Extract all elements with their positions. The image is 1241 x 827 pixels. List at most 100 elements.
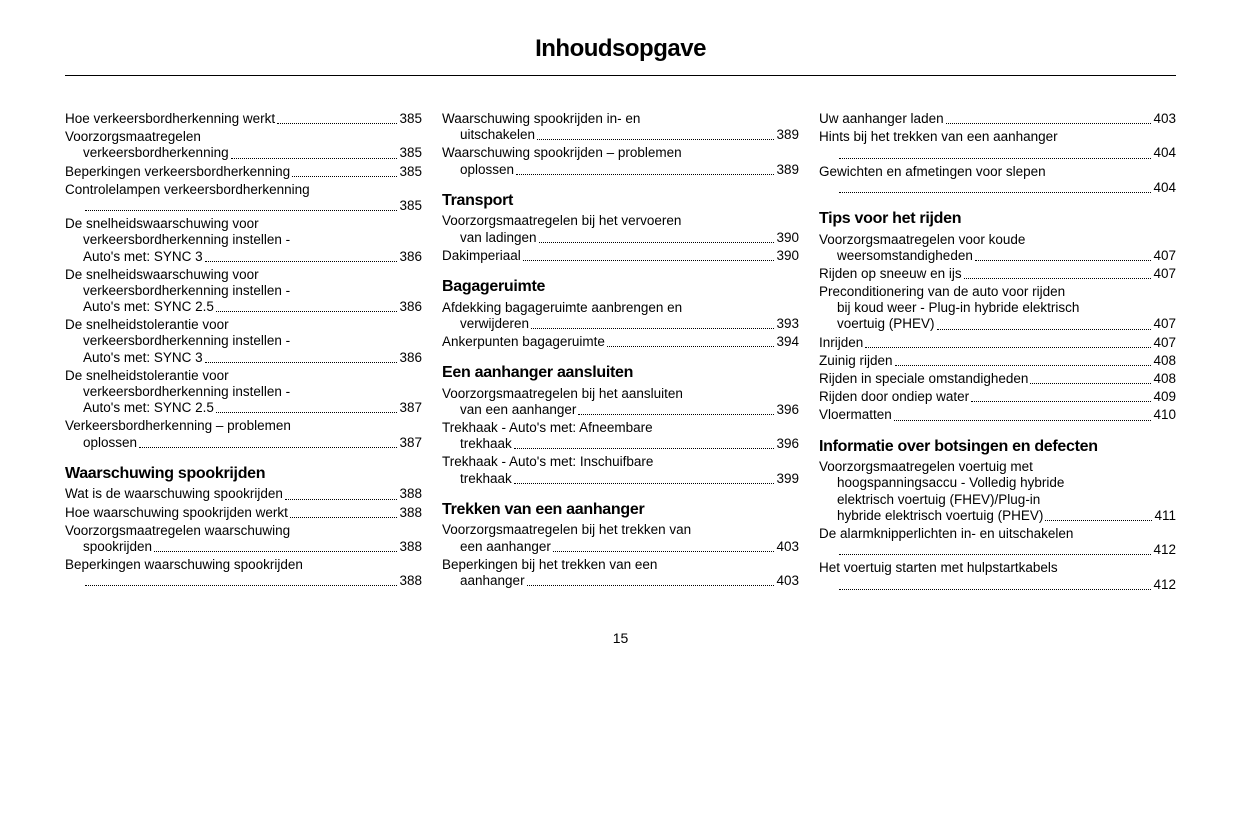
toc-entry: Voorzorgsmaatregelen waarschuwingspookri… <box>65 523 422 555</box>
toc-entry: Beperkingen waarschuwing spookrijden388 <box>65 557 422 589</box>
toc-entry: De snelheidswaarschuwing voorverkeersbor… <box>65 216 422 265</box>
toc-leader <box>216 412 398 413</box>
toc-label-cont: verkeersbordherkenning instellen - <box>65 333 422 349</box>
column-3: Uw aanhanger laden403 Hints bij het trekk… <box>819 111 1176 595</box>
toc-leader <box>205 362 398 363</box>
toc-entry: Verkeersbordherkenning – problemenoploss… <box>65 418 422 450</box>
toc-leader <box>292 176 397 177</box>
section-heading: Informatie over botsingen en defecten <box>819 438 1176 456</box>
toc-page: 403 <box>776 573 799 589</box>
toc-label-cont: van een aanhanger <box>442 402 576 418</box>
toc-label-cont: trekhaak <box>442 436 512 452</box>
toc-section: Voorzorgsmaatregelen bij het vervoerenva… <box>442 213 799 264</box>
toc-label: Waarschuwing spookrijden – problemen <box>442 145 799 161</box>
toc-section: Voorzorgsmaatregelen bij het aansluitenv… <box>442 386 799 487</box>
toc-section: Wat is de waarschuwing spookrijden388Hoe… <box>65 486 422 589</box>
toc-label-cont: verwijderen <box>442 316 529 332</box>
toc-leader <box>839 158 1151 159</box>
toc-page: 393 <box>776 316 799 332</box>
toc-page: 404 <box>1153 180 1176 196</box>
toc-page: 407 <box>1153 266 1176 282</box>
toc-page: 388 <box>399 573 422 589</box>
toc-section: Waarschuwing spookrijden in- enuitschake… <box>442 111 799 178</box>
toc-label: De snelheidstolerantie voor <box>65 317 422 333</box>
toc-label-cont: een aanhanger <box>442 539 551 555</box>
toc-entry: Rijden door ondiep water409 <box>819 389 1176 405</box>
toc-label-cont: voertuig (PHEV) <box>819 316 935 332</box>
toc-page: 385 <box>399 198 422 214</box>
toc-entry: Controlelampen verkeersbordherkenning385 <box>65 182 422 214</box>
toc-entry: Rijden in speciale omstandigheden408 <box>819 371 1176 387</box>
toc-label-cont: spookrijden <box>65 539 152 555</box>
toc-page: 386 <box>399 249 422 265</box>
toc-entry: Voorzorgsmaatregelen bij het vervoerenva… <box>442 213 799 245</box>
toc-section: Afdekking bagageruimte aanbrengen enverw… <box>442 300 799 351</box>
toc-entry: Inrijden407 <box>819 335 1176 351</box>
toc-entry: Voorzorgsmaatregelen bij het trekken van… <box>442 522 799 554</box>
toc-entry: De alarmknipperlichten in- en uitschakel… <box>819 526 1176 558</box>
toc-label: Hints bij het trekken van een aanhanger <box>819 129 1176 145</box>
toc-label: Voorzorgsmaatregelen waarschuwing <box>65 523 422 539</box>
toc-label: De alarmknipperlichten in- en uitschakel… <box>819 526 1176 542</box>
toc-entry: Voorzorgsmaatregelen bij het aansluitenv… <box>442 386 799 418</box>
toc-label-cont: trekhaak <box>442 471 512 487</box>
toc-label-cont: hybride elektrisch voertuig (PHEV) <box>819 508 1043 524</box>
toc-entry: Rijden op sneeuw en ijs407 <box>819 266 1176 282</box>
toc-label: Het voertuig starten met hulpstartkabels <box>819 560 1176 576</box>
toc-label-cont: verkeersbordherkenning instellen - <box>65 232 422 248</box>
toc-leader <box>607 346 775 347</box>
toc-leader <box>1045 520 1152 521</box>
toc-page: 386 <box>399 350 422 366</box>
toc-page: 409 <box>1153 389 1176 405</box>
toc-label: Beperkingen verkeersbordherkenning <box>65 164 290 180</box>
toc-page: 396 <box>776 436 799 452</box>
toc-label: Wat is de waarschuwing spookrijden <box>65 486 283 502</box>
toc-entry: Preconditionering van de auto voor rijde… <box>819 284 1176 333</box>
toc-label: Voorzorgsmaatregelen bij het aansluiten <box>442 386 799 402</box>
toc-page: 387 <box>399 400 422 416</box>
toc-leader <box>85 210 397 211</box>
toc-leader <box>514 483 775 484</box>
toc-label: Rijden in speciale omstandigheden <box>819 371 1028 387</box>
toc-page: 385 <box>399 145 422 161</box>
toc-entry: Hoe verkeersbordherkenning werkt385 <box>65 111 422 127</box>
toc-label: Trekhaak - Auto's met: Afneembare <box>442 420 799 436</box>
toc-leader <box>895 365 1152 366</box>
toc-leader <box>285 499 398 500</box>
toc-section: Hoe verkeersbordherkenning werkt385Voorz… <box>65 111 422 451</box>
toc-entry: Trekhaak - Auto's met: Inschuifbaretrekh… <box>442 454 799 486</box>
toc-page: 394 <box>776 334 799 350</box>
toc-label: Hoe verkeersbordherkenning werkt <box>65 111 275 127</box>
toc-page: 390 <box>776 230 799 246</box>
toc-label: Voorzorgsmaatregelen bij het trekken van <box>442 522 799 538</box>
toc-label: Afdekking bagageruimte aanbrengen en <box>442 300 799 316</box>
toc-entry: Zuinig rijden408 <box>819 353 1176 369</box>
toc-page: 389 <box>776 162 799 178</box>
toc-entry: Uw aanhanger laden403 <box>819 111 1176 127</box>
toc-label-cont: oplossen <box>65 435 137 451</box>
toc-entry: Voorzorgsmaatregelen voertuig methoogspa… <box>819 459 1176 524</box>
toc-leader <box>975 260 1152 261</box>
toc-leader <box>946 123 1152 124</box>
toc-label-cont: hoogspanningsaccu - Volledig hybride <box>819 475 1176 491</box>
toc-page: 407 <box>1153 248 1176 264</box>
toc-section: Voorzorgsmaatregelen bij het trekken van… <box>442 522 799 589</box>
page-title: Inhoudsopgave <box>65 35 1176 76</box>
toc-entry: De snelheidstolerantie voorverkeersbordh… <box>65 317 422 366</box>
toc-page: 390 <box>776 248 799 264</box>
section-heading: Een aanhanger aansluiten <box>442 364 799 382</box>
toc-leader <box>527 585 775 586</box>
toc-label: Waarschuwing spookrijden in- en <box>442 111 799 127</box>
toc-entry: De snelheidstolerantie voorverkeersbordh… <box>65 368 422 417</box>
toc-label-cont: van ladingen <box>442 230 537 246</box>
section-heading: Tips voor het rijden <box>819 210 1176 228</box>
toc-label: Preconditionering van de auto voor rijde… <box>819 284 1176 300</box>
toc-leader <box>139 447 397 448</box>
toc-leader <box>839 554 1151 555</box>
toc-page: 408 <box>1153 353 1176 369</box>
toc-entry: Ankerpunten bagageruimte394 <box>442 334 799 350</box>
toc-label: De snelheidswaarschuwing voor <box>65 267 422 283</box>
toc-leader <box>937 329 1152 330</box>
toc-label-cont: uitschakelen <box>442 127 535 143</box>
toc-entry: Dakimperiaal390 <box>442 248 799 264</box>
